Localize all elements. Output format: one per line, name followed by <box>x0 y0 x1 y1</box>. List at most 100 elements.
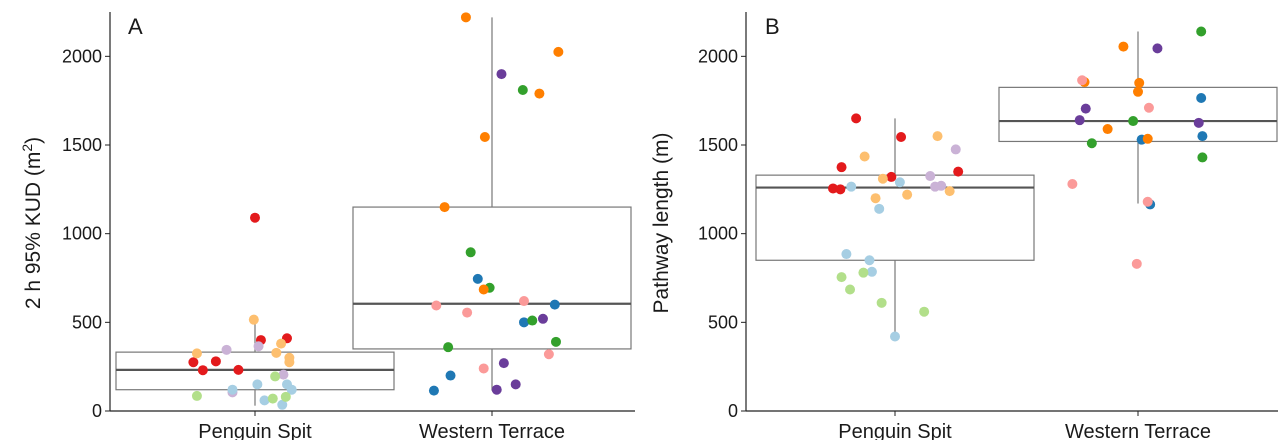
data-point <box>496 69 507 80</box>
data-point <box>233 364 244 375</box>
data-point <box>252 379 263 390</box>
x-category-label: Western Terrace <box>1065 421 1211 440</box>
data-point <box>851 113 862 124</box>
data-point <box>460 12 471 23</box>
data-point <box>858 267 869 278</box>
data-point <box>1152 43 1163 54</box>
data-point <box>936 180 947 191</box>
data-point <box>866 266 877 277</box>
data-point <box>478 284 489 295</box>
data-point <box>428 385 439 396</box>
y-tick-label: 500 <box>72 312 102 332</box>
data-point <box>518 296 529 307</box>
data-point <box>1193 117 1204 128</box>
data-point <box>278 369 289 380</box>
data-point <box>877 173 888 184</box>
data-point <box>953 166 964 177</box>
data-point <box>1197 152 1208 163</box>
data-point <box>479 132 490 143</box>
y-tick-label: 1500 <box>698 135 738 155</box>
data-point <box>445 370 456 381</box>
y-tick-label: 1500 <box>62 135 102 155</box>
panel-label: B <box>765 14 780 39</box>
data-point <box>498 358 509 369</box>
y-tick-label: 500 <box>708 312 738 332</box>
data-point <box>835 184 846 195</box>
data-point <box>1134 77 1145 88</box>
data-point <box>227 384 238 395</box>
data-point <box>270 371 281 382</box>
panel-a: A 2 h 95% KUD (m2) 0 500 1000 1500 2000 Pengu… <box>19 12 635 440</box>
data-point <box>472 273 483 284</box>
iqr-box <box>352 206 632 350</box>
data-point <box>543 349 554 360</box>
y-tick-label: 2000 <box>698 46 738 66</box>
data-point <box>280 391 291 402</box>
data-point <box>271 347 282 358</box>
data-point <box>553 46 564 57</box>
x-category-label: Western Terrace <box>419 421 565 440</box>
data-point <box>836 272 847 283</box>
x-category-label: Penguin Spit <box>838 421 952 440</box>
data-point <box>876 297 887 308</box>
data-point <box>1196 26 1207 37</box>
data-point <box>836 162 847 173</box>
y-tick-label: 0 <box>728 401 738 421</box>
data-point <box>277 399 288 410</box>
data-point <box>534 88 545 99</box>
data-point <box>537 313 548 324</box>
panel-b: B Pathway length (m) 0 500 1000 1500 2000 Pen… <box>650 12 1278 440</box>
data-point <box>864 255 875 266</box>
data-point <box>1142 196 1153 207</box>
data-point <box>284 352 295 363</box>
data-point <box>859 151 870 162</box>
data-point <box>439 202 450 213</box>
data-point <box>919 306 930 317</box>
data-point <box>250 212 260 223</box>
data-point <box>259 395 270 406</box>
data-point <box>267 393 278 404</box>
data-point <box>1128 116 1139 127</box>
data-point <box>197 365 208 376</box>
data-point <box>462 307 473 318</box>
y-tick-label: 1000 <box>62 224 102 244</box>
data-point <box>1196 93 1207 104</box>
data-point <box>248 314 259 325</box>
data-point <box>191 348 202 359</box>
y-tick-label: 2000 <box>62 46 102 66</box>
data-point <box>894 177 905 188</box>
y-axis-title-superscript: 2 <box>19 144 35 152</box>
data-point <box>491 384 502 395</box>
data-point <box>902 189 913 200</box>
data-point <box>925 171 936 182</box>
data-point <box>1102 124 1113 135</box>
data-point <box>1133 86 1143 97</box>
data-point <box>478 363 489 374</box>
data-point <box>828 183 839 194</box>
data-point <box>874 203 885 214</box>
panel-label: A <box>128 14 143 39</box>
data-point <box>443 342 454 353</box>
data-point <box>188 357 199 368</box>
data-point <box>1077 75 1088 86</box>
data-point <box>841 249 852 260</box>
x-category-label: Penguin Spit <box>198 421 312 440</box>
y-axis-title: Pathway length (m) <box>650 133 673 314</box>
data-point <box>886 171 897 182</box>
data-point <box>1197 131 1208 142</box>
data-point <box>1074 115 1085 126</box>
data-point <box>896 132 907 143</box>
data-point <box>549 299 560 310</box>
data-point <box>846 181 857 192</box>
data-point <box>932 131 943 142</box>
data-point <box>890 331 900 342</box>
data-point <box>286 384 297 395</box>
data-point <box>191 390 202 401</box>
data-point <box>221 344 232 355</box>
data-point <box>1067 179 1078 190</box>
data-point <box>510 379 521 390</box>
y-tick-label: 0 <box>92 401 102 421</box>
data-point <box>870 193 881 204</box>
data-point <box>1080 103 1091 114</box>
